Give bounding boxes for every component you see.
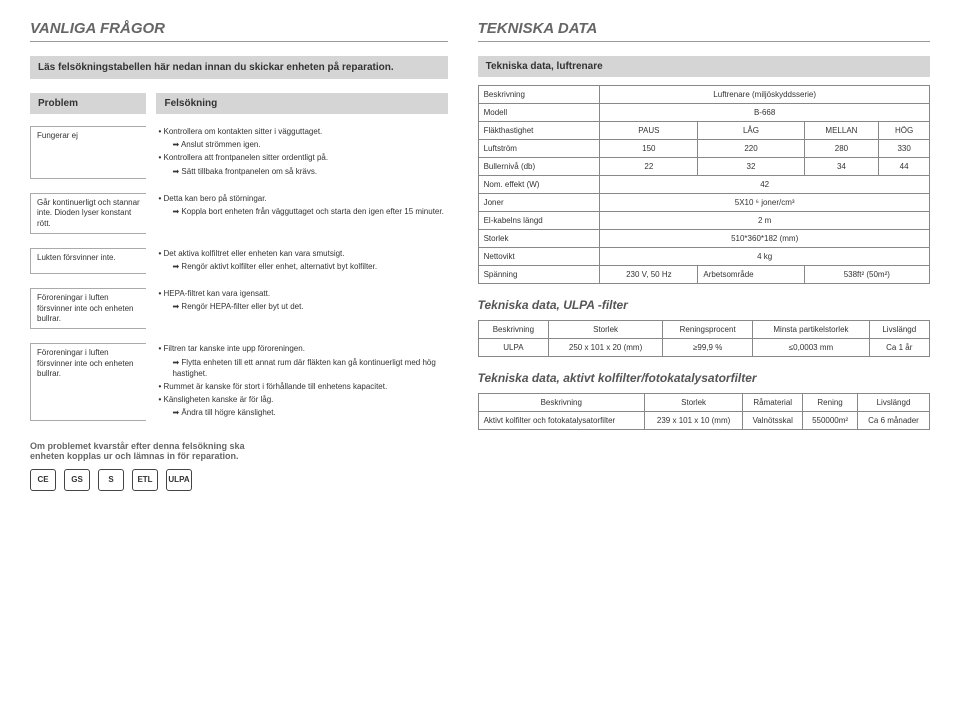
cell: MELLAN bbox=[804, 122, 879, 140]
cell: Joner bbox=[478, 194, 600, 212]
cell: 22 bbox=[600, 158, 698, 176]
cell: LÅG bbox=[698, 122, 804, 140]
cell: ULPA bbox=[478, 339, 549, 357]
gs-icon: GS bbox=[64, 469, 90, 491]
intro-bar: Läs felsökningstabellen här nedan innan … bbox=[30, 56, 448, 79]
cell: Valnötsskal bbox=[743, 412, 803, 430]
cell: Ca 1 år bbox=[869, 339, 929, 357]
cell: 550000m² bbox=[803, 412, 858, 430]
cell: Beskrivning bbox=[478, 321, 549, 339]
cell: Nettovikt bbox=[478, 248, 600, 266]
solution-arrow: Rengör aktivt kolfilter eller enhet, alt… bbox=[158, 261, 447, 272]
cell: Beskrivning bbox=[478, 394, 644, 412]
cell: Livslängd bbox=[869, 321, 929, 339]
left-section-title: VANLIGA FRÅGOR bbox=[30, 20, 448, 42]
trouble-row: Föroreningar i luften försvinner inte oc… bbox=[30, 343, 448, 420]
trouble-row: Går kontinuerligt och stannar inte. Diod… bbox=[30, 193, 448, 234]
solution-arrow: Anslut strömmen igen. bbox=[158, 139, 447, 150]
cell: PAUS bbox=[600, 122, 698, 140]
cell: Storlek bbox=[644, 394, 742, 412]
cell: 220 bbox=[698, 140, 804, 158]
cell: ≤0,0003 mm bbox=[753, 339, 869, 357]
cell: Luftrenare (miljöskyddsserie) bbox=[600, 86, 930, 104]
solution-arrow: Rengör HEPA-filter eller byt ut det. bbox=[158, 301, 447, 312]
solution-arrow: Sätt tillbaka frontpanelen om så krävs. bbox=[158, 166, 447, 177]
ulpa-subhead: Tekniska data, ULPA -filter bbox=[478, 298, 930, 312]
cell: Luftström bbox=[478, 140, 600, 158]
cell: 44 bbox=[879, 158, 930, 176]
solution-item: Kontrollera att frontpanelen sitter orde… bbox=[158, 152, 447, 163]
cell: 42 bbox=[600, 176, 930, 194]
th-problem: Problem bbox=[30, 93, 146, 114]
cell: 150 bbox=[600, 140, 698, 158]
cell: Arbetsområde bbox=[698, 266, 804, 284]
cell: Fläkthastighet bbox=[478, 122, 600, 140]
spec-table-main: BeskrivningLuftrenare (miljöskyddsserie)… bbox=[478, 85, 930, 284]
footer-note: Om problemet kvarstår efter denna felsök… bbox=[30, 441, 260, 461]
cell: Storlek bbox=[549, 321, 663, 339]
cell: Rening bbox=[803, 394, 858, 412]
problem-text: Föroreningar i luften försvinner inte oc… bbox=[30, 343, 146, 420]
trouble-row: Lukten försvinner inte. Det aktiva kolfi… bbox=[30, 248, 448, 274]
ulpa-icon: ULPA bbox=[166, 469, 192, 491]
cell: Spänning bbox=[478, 266, 600, 284]
solution-arrow: Ändra till högre känslighet. bbox=[158, 407, 447, 418]
cell: 239 x 101 x 10 (mm) bbox=[644, 412, 742, 430]
spec-table-carbon: Beskrivning Storlek Råmaterial Rening Li… bbox=[478, 393, 930, 430]
problem-text: Fungerar ej bbox=[30, 126, 146, 179]
cell: 250 x 101 x 20 (mm) bbox=[549, 339, 663, 357]
ce-icon: CE bbox=[30, 469, 56, 491]
cell: Nom. effekt (W) bbox=[478, 176, 600, 194]
cell: Modell bbox=[478, 104, 600, 122]
spec-header: Tekniska data, luftrenare bbox=[478, 56, 930, 77]
cell: 330 bbox=[879, 140, 930, 158]
solution-item: Filtren tar kanske inte upp föroreningen… bbox=[158, 343, 447, 354]
solution-arrow: Flytta enheten till ett annat rum där fl… bbox=[158, 357, 447, 379]
solution-item: Detta kan bero på störningar. bbox=[158, 193, 447, 204]
cell: Beskrivning bbox=[478, 86, 600, 104]
cell: 34 bbox=[804, 158, 879, 176]
cell: 510*360*182 (mm) bbox=[600, 230, 930, 248]
spec-table-ulpa: Beskrivning Storlek Reningsprocent Minst… bbox=[478, 320, 930, 357]
cert-icons: CE GS S ETL ULPA bbox=[30, 469, 448, 491]
solution-arrow: Koppla bort enheten från vägguttaget och… bbox=[158, 206, 447, 217]
etl-icon: ETL bbox=[132, 469, 158, 491]
cell: 280 bbox=[804, 140, 879, 158]
carbon-subhead: Tekniska data, aktivt kolfilter/fotokata… bbox=[478, 371, 930, 385]
cell: 5X10 ⁶ joner/cm³ bbox=[600, 194, 930, 212]
cell: 2 m bbox=[600, 212, 930, 230]
th-solution: Felsökning bbox=[156, 93, 447, 114]
cell: Livslängd bbox=[858, 394, 930, 412]
solution-item: Kontrollera om kontakten sitter i väggut… bbox=[158, 126, 447, 137]
solution-item: HEPA-filtret kan vara igensatt. bbox=[158, 288, 447, 299]
s-icon: S bbox=[98, 469, 124, 491]
cell: Aktivt kolfilter och fotokatalysatorfilt… bbox=[478, 412, 644, 430]
trouble-header: Problem Felsökning bbox=[30, 93, 448, 114]
problem-text: Föroreningar i luften försvinner inte oc… bbox=[30, 288, 146, 329]
cell: ≥99,9 % bbox=[662, 339, 752, 357]
cell: El-kabelns längd bbox=[478, 212, 600, 230]
cell: 32 bbox=[698, 158, 804, 176]
cell: Råmaterial bbox=[743, 394, 803, 412]
right-section-title: TEKNISKA DATA bbox=[478, 20, 930, 42]
cell: Reningsprocent bbox=[662, 321, 752, 339]
cell: Storlek bbox=[478, 230, 600, 248]
cell: Bullernivå (db) bbox=[478, 158, 600, 176]
solution-item: Känsligheten kanske är för låg. bbox=[158, 394, 447, 405]
solution-item: Rummet är kanske för stort i förhållande… bbox=[158, 381, 447, 392]
trouble-row: Fungerar ej Kontrollera om kontakten sit… bbox=[30, 126, 448, 179]
solution-item: Det aktiva kolfiltret eller enheten kan … bbox=[158, 248, 447, 259]
trouble-row: Föroreningar i luften försvinner inte oc… bbox=[30, 288, 448, 329]
cell: Minsta partikelstorlek bbox=[753, 321, 869, 339]
cell: 4 kg bbox=[600, 248, 930, 266]
cell: 538ft² (50m²) bbox=[804, 266, 929, 284]
cell: Ca 6 månader bbox=[858, 412, 930, 430]
cell: 230 V, 50 Hz bbox=[600, 266, 698, 284]
cell: B-668 bbox=[600, 104, 930, 122]
cell: HÖG bbox=[879, 122, 930, 140]
problem-text: Går kontinuerligt och stannar inte. Diod… bbox=[30, 193, 146, 234]
problem-text: Lukten försvinner inte. bbox=[30, 248, 146, 274]
